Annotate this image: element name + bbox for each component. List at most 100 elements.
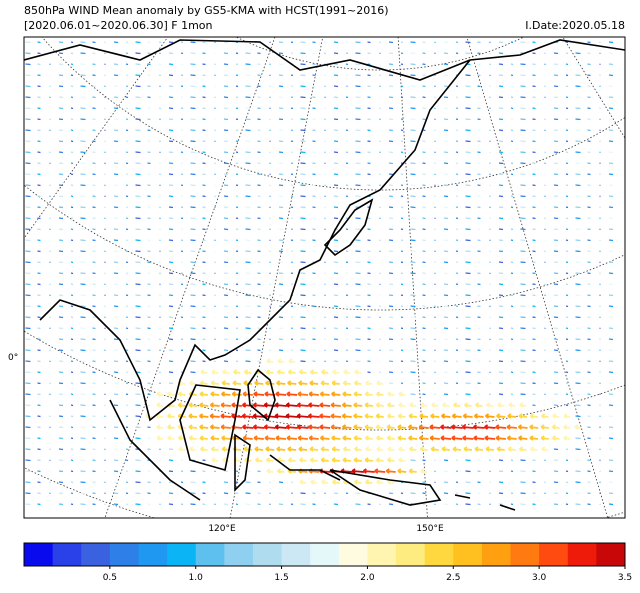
wind-arrow <box>220 402 231 408</box>
wind-arrow <box>214 349 216 352</box>
wind-arrow <box>510 261 514 264</box>
wind-arrow <box>324 360 326 363</box>
wind-arrow <box>190 470 196 473</box>
wind-arrow <box>608 41 614 44</box>
wind-arrow <box>575 195 581 198</box>
wind-arrow <box>269 206 271 209</box>
wind-arrow <box>233 369 241 375</box>
colorbar-swatch <box>81 543 111 566</box>
wind-arrow <box>489 52 491 55</box>
wind-arrow <box>345 85 349 88</box>
wind-arrow <box>489 470 491 473</box>
wind-arrow <box>443 294 449 297</box>
wind-arrow <box>278 272 284 275</box>
wind-arrow <box>80 140 86 143</box>
wind-arrow <box>608 492 614 495</box>
wind-arrow <box>235 261 239 264</box>
wind-arrow <box>147 404 151 407</box>
wind-arrow <box>214 250 216 253</box>
wind-arrow <box>489 272 491 275</box>
wind-arrow <box>135 404 141 407</box>
wind-arrow <box>587 74 591 77</box>
wind-arrow <box>167 391 175 397</box>
wind-arrow <box>465 195 471 198</box>
wind-arrow <box>489 349 491 352</box>
wind-arrow <box>608 316 614 319</box>
wind-arrow <box>159 283 161 286</box>
wind-arrow <box>333 283 339 286</box>
wind-arrow <box>410 217 416 220</box>
wind-arrow <box>465 250 471 253</box>
wind-arrow <box>477 140 481 143</box>
wind-arrow <box>125 481 129 484</box>
wind-arrow <box>25 206 31 209</box>
wind-arrow <box>190 129 196 132</box>
wind-arrow <box>312 217 316 220</box>
wind-arrow <box>278 294 284 297</box>
wind-arrow <box>367 52 371 55</box>
wind-arrow <box>498 305 504 308</box>
wind-arrow <box>269 294 271 297</box>
wind-arrow <box>25 393 31 396</box>
wind-arrow <box>49 217 51 220</box>
wind-arrow <box>608 371 614 374</box>
wind-arrow <box>49 118 51 121</box>
wind-arrow <box>575 217 581 220</box>
wind-arrow <box>92 239 96 242</box>
wind-arrow <box>434 481 436 484</box>
wind-arrow <box>367 129 371 132</box>
wind-arrow <box>25 371 31 374</box>
wind-arrow <box>113 448 119 451</box>
wind-arrow <box>214 305 216 308</box>
wind-arrow <box>92 217 96 220</box>
wind-arrow <box>135 382 141 385</box>
wind-arrow <box>180 129 184 132</box>
wind-arrow <box>300 41 306 44</box>
wind-arrow <box>147 74 151 77</box>
wind-arrow <box>599 162 601 165</box>
wind-arrow <box>70 404 74 407</box>
wind-arrow <box>235 118 239 121</box>
wind-arrow <box>422 140 426 143</box>
wind-arrow <box>379 151 381 154</box>
wind-arrow <box>324 228 326 231</box>
wind-arrow <box>25 437 31 440</box>
wind-arrow <box>455 228 459 231</box>
wind-arrow <box>180 470 184 473</box>
wind-arrow <box>498 228 504 231</box>
wind-arrow <box>242 424 254 430</box>
colorbar-tick-label: 3.5 <box>618 573 632 583</box>
wind-arrow <box>532 184 536 187</box>
wind-arrow <box>290 239 294 242</box>
wind-arrow <box>49 228 51 231</box>
wind-arrow <box>190 272 196 275</box>
wind-arrow <box>180 294 184 297</box>
wind-arrow <box>159 327 161 330</box>
wind-arrow <box>135 349 141 352</box>
wind-arrow <box>410 327 416 330</box>
wind-arrow <box>565 492 569 495</box>
wind-arrow <box>277 358 285 364</box>
wind-arrow <box>25 195 31 198</box>
wind-arrow <box>113 481 119 484</box>
wind-arrow <box>243 446 253 452</box>
wind-arrow <box>290 96 294 99</box>
wind-arrow <box>489 140 491 143</box>
wind-arrow <box>599 261 601 264</box>
wind-arrow <box>400 96 404 99</box>
wind-arrow <box>575 261 581 264</box>
wind-arrow <box>113 151 119 154</box>
wind-arrow <box>168 162 174 165</box>
wind-arrow <box>599 239 601 242</box>
wind-arrow <box>168 382 174 385</box>
wind-arrow <box>353 413 363 419</box>
wind-arrow <box>80 162 86 165</box>
wind-arrow <box>235 129 239 132</box>
wind-arrow <box>180 184 184 187</box>
wind-arrow <box>364 424 373 430</box>
wind-arrow <box>113 96 119 99</box>
wind-arrow <box>477 272 481 275</box>
wind-arrow <box>113 261 119 264</box>
wind-arrow <box>575 360 581 363</box>
wind-arrow <box>498 52 504 55</box>
